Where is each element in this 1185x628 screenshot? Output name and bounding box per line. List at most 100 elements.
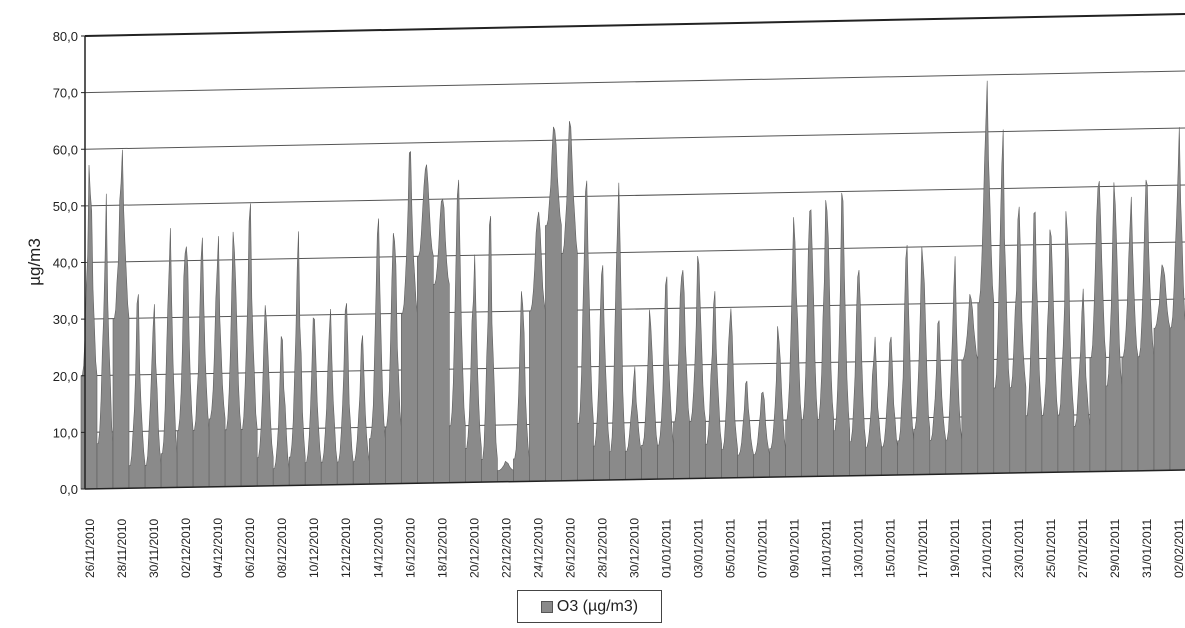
o3-day-area (1041, 229, 1059, 473)
o3-day-area (929, 320, 947, 475)
o3-day-area (240, 203, 258, 487)
o3-day-area (128, 294, 146, 489)
o3-day-area (1057, 211, 1075, 473)
o3-day-area (160, 228, 178, 489)
x-tick-label: 01/01/2011 (660, 519, 674, 578)
y-axis-title: µg/m3 (25, 238, 44, 286)
o3-day-area (833, 192, 850, 477)
gridline (84, 127, 1185, 150)
x-tick-label: 17/01/2011 (916, 519, 930, 578)
x-tick-label: 19/01/2011 (948, 519, 962, 578)
o3-day-area (561, 121, 578, 482)
o3-day-area (865, 336, 882, 476)
x-tick-label: 06/12/2010 (243, 518, 257, 578)
legend-label: O3 (µg/m3) (556, 597, 639, 615)
x-tick-label: 07/01/2011 (756, 519, 770, 578)
o3-day-area (1073, 288, 1091, 473)
x-tick-label: 04/12/2010 (211, 518, 225, 578)
x-tick-label: 30/11/2010 (147, 519, 161, 578)
y-tick-label: 50,0 (53, 199, 78, 214)
o3-day-area (529, 211, 546, 482)
o3-day-area (513, 291, 530, 482)
x-tick-label: 10/12/2010 (307, 518, 321, 578)
o3-day-area (385, 232, 402, 485)
o3-day-area (881, 336, 898, 476)
o3-day-area (945, 256, 963, 475)
o3-day-area (112, 149, 130, 489)
o3-day-area (737, 380, 754, 479)
o3-day-area (256, 305, 274, 487)
o3-day-area (801, 209, 818, 477)
legend-swatch (540, 600, 553, 613)
x-tick-label: 05/01/2011 (724, 519, 738, 578)
o3-day-area (96, 193, 114, 490)
o3-day-area (336, 303, 354, 485)
o3-day-area (1089, 181, 1107, 472)
o3-day-area (785, 217, 802, 478)
o3-day-area (1169, 127, 1185, 471)
x-tick-label: 03/01/2011 (692, 519, 706, 578)
o3-day-area (849, 269, 866, 477)
o3-day-area (705, 291, 722, 479)
o3-day-area (144, 304, 162, 489)
x-tick-label: 22/12/2010 (499, 518, 513, 578)
o3-day-area (433, 198, 450, 484)
o3-day-area (977, 80, 995, 474)
o3-day-area (1121, 196, 1139, 472)
x-tick-label: 02/12/2010 (179, 518, 193, 578)
gridline (84, 184, 1185, 207)
x-tick-label: 27/01/2011 (1076, 519, 1090, 578)
o3-day-area (1009, 206, 1027, 474)
o3-series-area (80, 80, 1185, 490)
x-tick-label: 21/01/2011 (980, 519, 994, 578)
x-tick-label: 26/12/2010 (563, 518, 577, 578)
o3-day-area (208, 236, 226, 488)
y-tick-label: 0,0 (60, 482, 78, 497)
y-tick-label: 60,0 (53, 142, 78, 157)
x-tick-label: 14/12/2010 (371, 518, 385, 578)
o3-day-area (192, 237, 210, 488)
y-tick-label: 40,0 (53, 256, 78, 271)
y-tick-label: 10,0 (53, 425, 78, 440)
o3-day-area (224, 231, 242, 487)
o3-day-area (673, 270, 690, 480)
x-tick-label: 02/02/2011 (1172, 519, 1185, 578)
o3-day-area (369, 218, 386, 485)
x-tick-label: 12/12/2010 (339, 518, 353, 578)
o3-day-area (304, 317, 322, 486)
x-axis (84, 469, 1185, 490)
o3-day-area (449, 179, 466, 484)
x-tick-label: 20/12/2010 (467, 518, 481, 578)
o3-day-area (689, 255, 706, 479)
o3-day-area (641, 309, 658, 480)
o3-day-area (657, 276, 674, 480)
o3-day-area (176, 246, 194, 488)
o3-day-area (545, 126, 562, 482)
o3-day-area (609, 182, 626, 481)
o3-day-area (272, 336, 290, 487)
x-tick-label: 29/01/2011 (1108, 519, 1122, 578)
o3-day-area (465, 254, 482, 483)
o3-day-area (721, 308, 738, 479)
o3-day-area (993, 129, 1011, 474)
o3-day-area (1137, 179, 1155, 472)
o3-day-area (1105, 182, 1123, 472)
o3-day-area (817, 200, 834, 477)
o3-day-area (593, 265, 610, 481)
x-tick-label: 08/12/2010 (275, 518, 289, 578)
plot-top-border (84, 13, 1185, 37)
x-tick-label: 30/12/2010 (628, 518, 642, 578)
x-tick-label: 13/01/2011 (852, 519, 866, 578)
x-tick-label: 15/01/2011 (884, 519, 898, 578)
x-tick-label: 23/01/2011 (1012, 519, 1026, 578)
o3-day-area (913, 246, 931, 476)
y-tick-labels: 0,0 10,0 20,0 30,0 40,0 50,0 60,0 70,0 80,0 (53, 29, 85, 497)
o3-day-area (1153, 264, 1171, 471)
o3-day-area (497, 460, 514, 483)
x-tick-label: 25/01/2011 (1044, 519, 1058, 578)
o3-day-area (80, 164, 98, 490)
o3-day-area (753, 391, 770, 478)
o3-day-area (417, 164, 434, 484)
y-tick-label: 30,0 (53, 312, 78, 327)
